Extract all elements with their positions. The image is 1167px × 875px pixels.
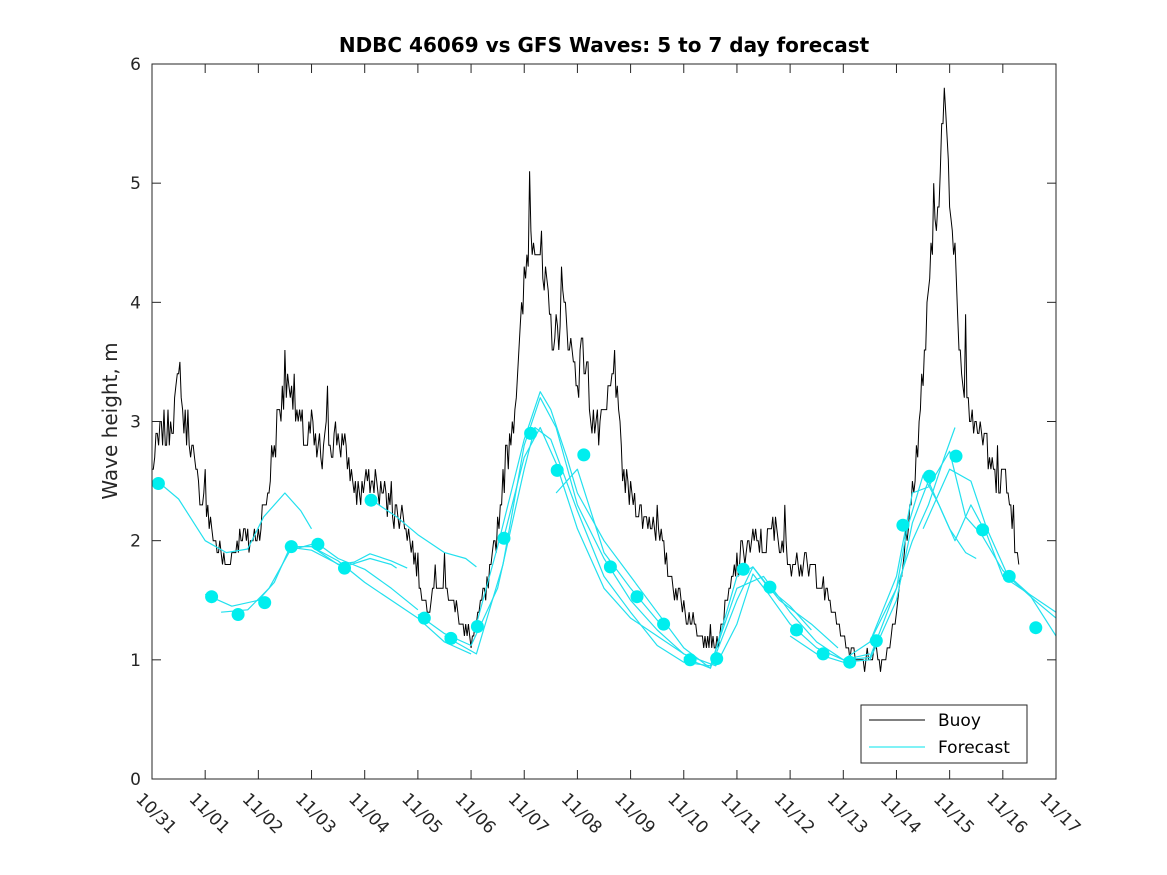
forecast-marker-26 — [869, 634, 883, 648]
plot-frame — [151, 63, 1057, 780]
forecast-marker-30 — [976, 523, 990, 537]
forecast-marker-19 — [683, 653, 697, 667]
forecast-line-5 — [311, 546, 408, 569]
x-tick-label: 11/17 — [1035, 789, 1084, 838]
forecast-marker-2 — [205, 590, 219, 604]
x-tick-label: 11/02 — [238, 789, 287, 838]
forecast-marker-13 — [524, 426, 538, 440]
forecast-line-17 — [922, 468, 1057, 619]
legend: Buoy Forecast — [860, 704, 1028, 764]
y-tick-label: 5 — [130, 174, 141, 194]
forecast-marker-28 — [922, 469, 936, 483]
forecast-marker-5 — [284, 540, 298, 554]
buoy-line — [152, 87, 1020, 672]
x-tick-label: 11/04 — [344, 789, 393, 838]
x-tick-label: 11/06 — [451, 789, 500, 838]
forecast-line-8 — [444, 397, 871, 667]
x-tick-label: 11/16 — [982, 789, 1031, 838]
x-tick-label: 11/15 — [929, 789, 978, 838]
y-axis-title: Wave height, m — [98, 342, 122, 499]
forecast-marker-17 — [630, 590, 644, 604]
forecast-marker-29 — [949, 449, 963, 463]
forecast-line-7 — [417, 426, 711, 667]
chart-title: NDBC 46069 vs GFS Waves: 5 to 7 day fore… — [339, 33, 870, 57]
forecast-marker-23 — [790, 623, 803, 637]
forecast-marker-20 — [710, 652, 724, 666]
x-tick-label: 10/31 — [131, 789, 180, 838]
forecast-marker-16 — [603, 560, 617, 574]
x-tick-label: 11/09 — [610, 789, 659, 838]
y-tick-label: 6 — [130, 55, 141, 75]
x-tick-label: 11/07 — [504, 789, 553, 838]
forecast-marker-8 — [364, 493, 378, 507]
x-tick-label: 11/11 — [716, 789, 765, 838]
forecast-marker-7 — [338, 561, 351, 575]
legend-label-forecast: Forecast — [938, 738, 1010, 758]
forecast-line-14 — [789, 480, 977, 663]
forecast-marker-14 — [550, 463, 564, 477]
y-tick-label: 1 — [130, 651, 141, 671]
forecast-line-15 — [842, 474, 1057, 661]
forecast-marker-22 — [763, 580, 777, 594]
forecast-marker-31 — [1002, 569, 1016, 583]
x-tick-label: 11/08 — [557, 789, 606, 838]
x-tick-label: 11/01 — [185, 789, 234, 838]
y-axis: 0 1 2 3 4 5 6 — [130, 55, 1056, 790]
forecast-marker-10 — [444, 631, 458, 645]
forecast-marker-18 — [657, 617, 671, 631]
forecast-marker-21 — [736, 562, 750, 576]
y-tick-label: 0 — [130, 770, 141, 790]
forecast-line-13 — [709, 427, 956, 666]
x-tick-label: 11/10 — [663, 789, 712, 838]
y-tick-label: 4 — [130, 293, 141, 313]
x-tick-label: 11/14 — [876, 789, 925, 838]
forecast-line-1 — [156, 480, 313, 554]
forecast-line-16 — [869, 450, 1057, 643]
forecast-marker-4 — [258, 596, 272, 610]
forecast-marker-24 — [816, 647, 830, 661]
x-tick-label: 11/13 — [823, 789, 872, 838]
forecast-marker-15 — [577, 448, 591, 462]
forecast-line-12 — [683, 566, 812, 669]
legend-box — [860, 704, 1028, 764]
forecast-marker-12 — [497, 531, 511, 545]
forecast-marker-6 — [311, 537, 325, 551]
forecast-marker-25 — [843, 655, 857, 669]
forecast-marker-1 — [151, 477, 165, 490]
y-tick-label: 2 — [130, 532, 141, 552]
forecast-series — [156, 391, 1057, 669]
forecast-markers — [151, 426, 1043, 669]
forecast-line-6 — [369, 498, 477, 568]
x-tick-label: 11/12 — [770, 789, 819, 838]
forecast-marker-3 — [231, 608, 245, 621]
x-tick-label: 11/03 — [291, 789, 340, 838]
forecast-marker-9 — [417, 611, 431, 625]
x-tick-label: 11/05 — [397, 789, 446, 838]
forecast-line-10 — [502, 426, 685, 655]
y-tick-label: 3 — [130, 413, 141, 433]
buoy-series — [152, 87, 1020, 672]
forecast-marker-11 — [470, 620, 484, 633]
legend-label-buoy: Buoy — [938, 711, 981, 731]
forecast-marker-32 — [1029, 621, 1043, 635]
forecast-marker-27 — [896, 518, 910, 532]
forecast-line-4 — [284, 546, 397, 569]
